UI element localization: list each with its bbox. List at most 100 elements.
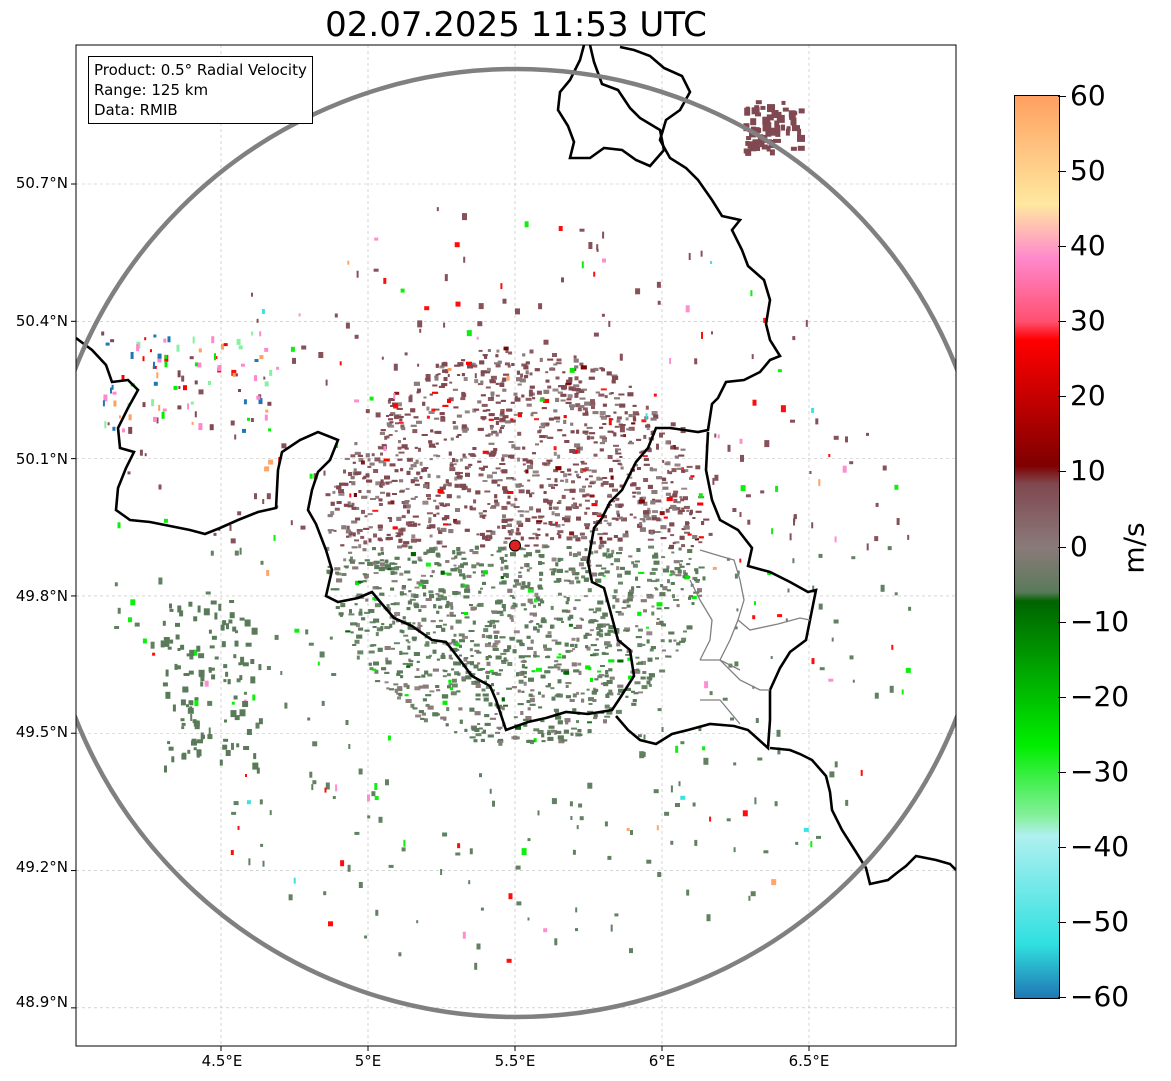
echo-cell bbox=[260, 560, 264, 565]
echo-cell bbox=[153, 334, 157, 338]
echo-cell bbox=[499, 556, 504, 560]
echo-cell bbox=[474, 545, 479, 550]
echo-cell bbox=[218, 603, 222, 611]
echo-cell bbox=[690, 545, 694, 548]
echo-cell bbox=[477, 460, 482, 463]
echo-cell bbox=[407, 578, 412, 581]
echo-cell bbox=[690, 475, 695, 478]
echo-cell bbox=[473, 739, 478, 743]
echo-cell bbox=[259, 355, 264, 360]
echo-cell bbox=[698, 727, 702, 732]
echo-cell bbox=[534, 368, 540, 372]
echo-cell bbox=[334, 313, 338, 318]
echo-cell bbox=[280, 671, 283, 675]
echo-cell bbox=[499, 382, 503, 387]
echo-cell bbox=[401, 444, 408, 449]
echo-cell bbox=[584, 523, 591, 527]
echo-cell bbox=[345, 630, 351, 633]
echo-cell bbox=[447, 642, 453, 645]
echo-cell bbox=[479, 773, 482, 778]
echo-cell bbox=[474, 408, 480, 411]
echo-cell bbox=[632, 404, 637, 407]
echo-cell bbox=[643, 434, 647, 439]
echo-cell bbox=[499, 636, 506, 639]
echo-cell bbox=[583, 634, 588, 639]
echo-cell bbox=[142, 638, 147, 644]
colorbar-tick-label: 0 bbox=[1070, 529, 1088, 563]
echo-cell bbox=[454, 364, 461, 367]
echo-cell bbox=[417, 388, 421, 393]
echo-cell bbox=[582, 430, 589, 434]
echo-cell bbox=[482, 450, 489, 454]
echo-cell bbox=[552, 568, 557, 573]
echo-cell bbox=[597, 675, 603, 679]
echo-cell bbox=[396, 516, 402, 521]
echo-cell bbox=[585, 493, 590, 497]
echo-cell bbox=[360, 535, 365, 539]
echo-cell bbox=[880, 584, 885, 592]
echo-cell bbox=[755, 718, 759, 723]
echo-cell bbox=[545, 533, 549, 537]
echo-cell bbox=[239, 709, 246, 717]
echo-cell bbox=[703, 518, 710, 521]
echo-cell bbox=[621, 517, 627, 522]
echo-cell bbox=[597, 533, 604, 536]
echo-cell bbox=[676, 501, 681, 504]
echo-cell bbox=[347, 501, 351, 505]
echo-cell bbox=[594, 620, 599, 622]
echo-cell bbox=[423, 718, 428, 723]
border-luxembourg-east bbox=[615, 431, 818, 751]
echo-cell bbox=[393, 642, 400, 645]
echo-cell bbox=[527, 838, 531, 842]
echo-cell bbox=[701, 521, 705, 525]
echo-cell bbox=[156, 372, 159, 379]
echo-cell bbox=[632, 495, 636, 498]
echo-cell bbox=[629, 948, 633, 954]
echo-cell bbox=[372, 597, 377, 601]
echo-cell bbox=[365, 473, 370, 478]
echo-cell bbox=[446, 673, 451, 677]
echo-cell bbox=[193, 649, 198, 656]
echo-cell bbox=[400, 675, 404, 679]
echo-cell bbox=[213, 532, 217, 536]
echo-cell bbox=[588, 620, 595, 624]
echo-cell bbox=[680, 448, 686, 451]
echo-cell bbox=[258, 398, 263, 405]
echo-cell bbox=[536, 667, 542, 672]
echo-cell bbox=[656, 443, 659, 450]
echo-cell bbox=[592, 699, 597, 702]
echo-cell bbox=[602, 403, 607, 407]
echo-cell bbox=[498, 669, 503, 672]
echo-cell bbox=[546, 459, 553, 462]
echo-cell bbox=[487, 397, 494, 401]
echo-cell bbox=[455, 852, 461, 856]
echo-cell bbox=[599, 415, 604, 418]
echo-cell bbox=[464, 728, 468, 732]
echo-cell bbox=[657, 708, 662, 712]
echo-cell bbox=[432, 668, 439, 672]
echo-cell bbox=[866, 543, 869, 551]
echo-cell bbox=[432, 712, 439, 717]
echo-cell bbox=[570, 422, 574, 426]
echo-cell bbox=[602, 515, 607, 519]
echo-cell bbox=[527, 646, 533, 650]
echo-cell bbox=[387, 424, 391, 427]
echo-cell bbox=[576, 720, 579, 724]
echo-cell bbox=[459, 472, 463, 474]
echo-cell bbox=[602, 575, 606, 577]
echo-cell bbox=[617, 573, 623, 578]
echo-cell bbox=[669, 522, 675, 527]
echo-cell bbox=[630, 830, 633, 835]
echo-cell bbox=[510, 618, 514, 622]
echo-cell bbox=[453, 425, 459, 430]
echo-cell bbox=[500, 566, 504, 571]
echo-cell bbox=[554, 416, 561, 420]
colorbar-tick bbox=[1058, 471, 1066, 473]
echo-cell bbox=[534, 655, 540, 658]
echo-cell bbox=[510, 401, 515, 404]
echo-cell bbox=[457, 591, 461, 595]
echo-cell bbox=[373, 661, 379, 666]
echo-cell bbox=[462, 429, 468, 433]
echo-cell bbox=[494, 713, 498, 715]
echo-cell bbox=[590, 644, 597, 647]
